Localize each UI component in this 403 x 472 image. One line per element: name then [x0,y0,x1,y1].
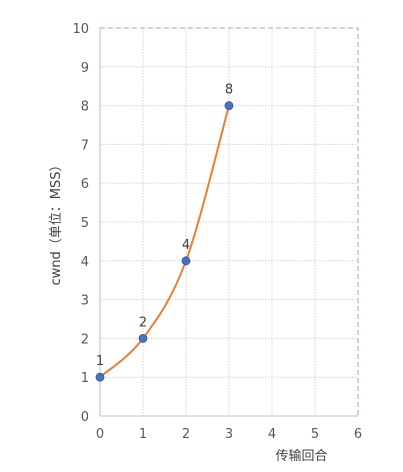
data-label: 4 [182,238,190,253]
y-tick-label: 6 [81,177,89,192]
data-point [224,101,234,110]
data-label: 2 [139,315,147,330]
x-tick-label: 3 [225,427,233,442]
data-point [138,333,148,343]
x-tick-labels: 0 1 2 3 4 5 6 [96,427,362,442]
x-tick-label: 4 [268,427,276,442]
y-tick-label: 9 [81,61,89,76]
y-tick-label: 1 [81,371,89,386]
data-label: 1 [96,354,104,369]
y-tick-label: 7 [81,138,89,153]
y-tick-label: 4 [81,255,89,270]
data-label: 8 [225,83,233,98]
data-labels: 1 2 4 8 [96,83,233,370]
y-tick-label: 8 [81,100,89,115]
x-tick-label: 0 [96,427,104,442]
x-tick-label: 5 [311,427,319,442]
y-tick-label: 3 [81,294,89,309]
y-tick-label: 10 [72,22,89,37]
x-tick-label: 2 [182,427,190,442]
x-tick-label: 1 [139,427,147,442]
y-tick-label: 2 [81,332,89,347]
x-axis-title: 传输回合 [275,448,327,464]
series-line [99,105,230,378]
x-tick-label: 6 [354,427,362,442]
y-tick-label: 0 [81,410,89,425]
y-tick-label: 5 [81,216,89,231]
axes [99,28,358,417]
y-tick-labels: 0 1 2 3 4 5 6 7 8 9 10 [72,22,89,425]
data-point [95,372,105,382]
data-point [181,256,191,266]
data-points [95,101,234,382]
y-axis-title: cwnd（单位：MSS） [49,159,64,286]
